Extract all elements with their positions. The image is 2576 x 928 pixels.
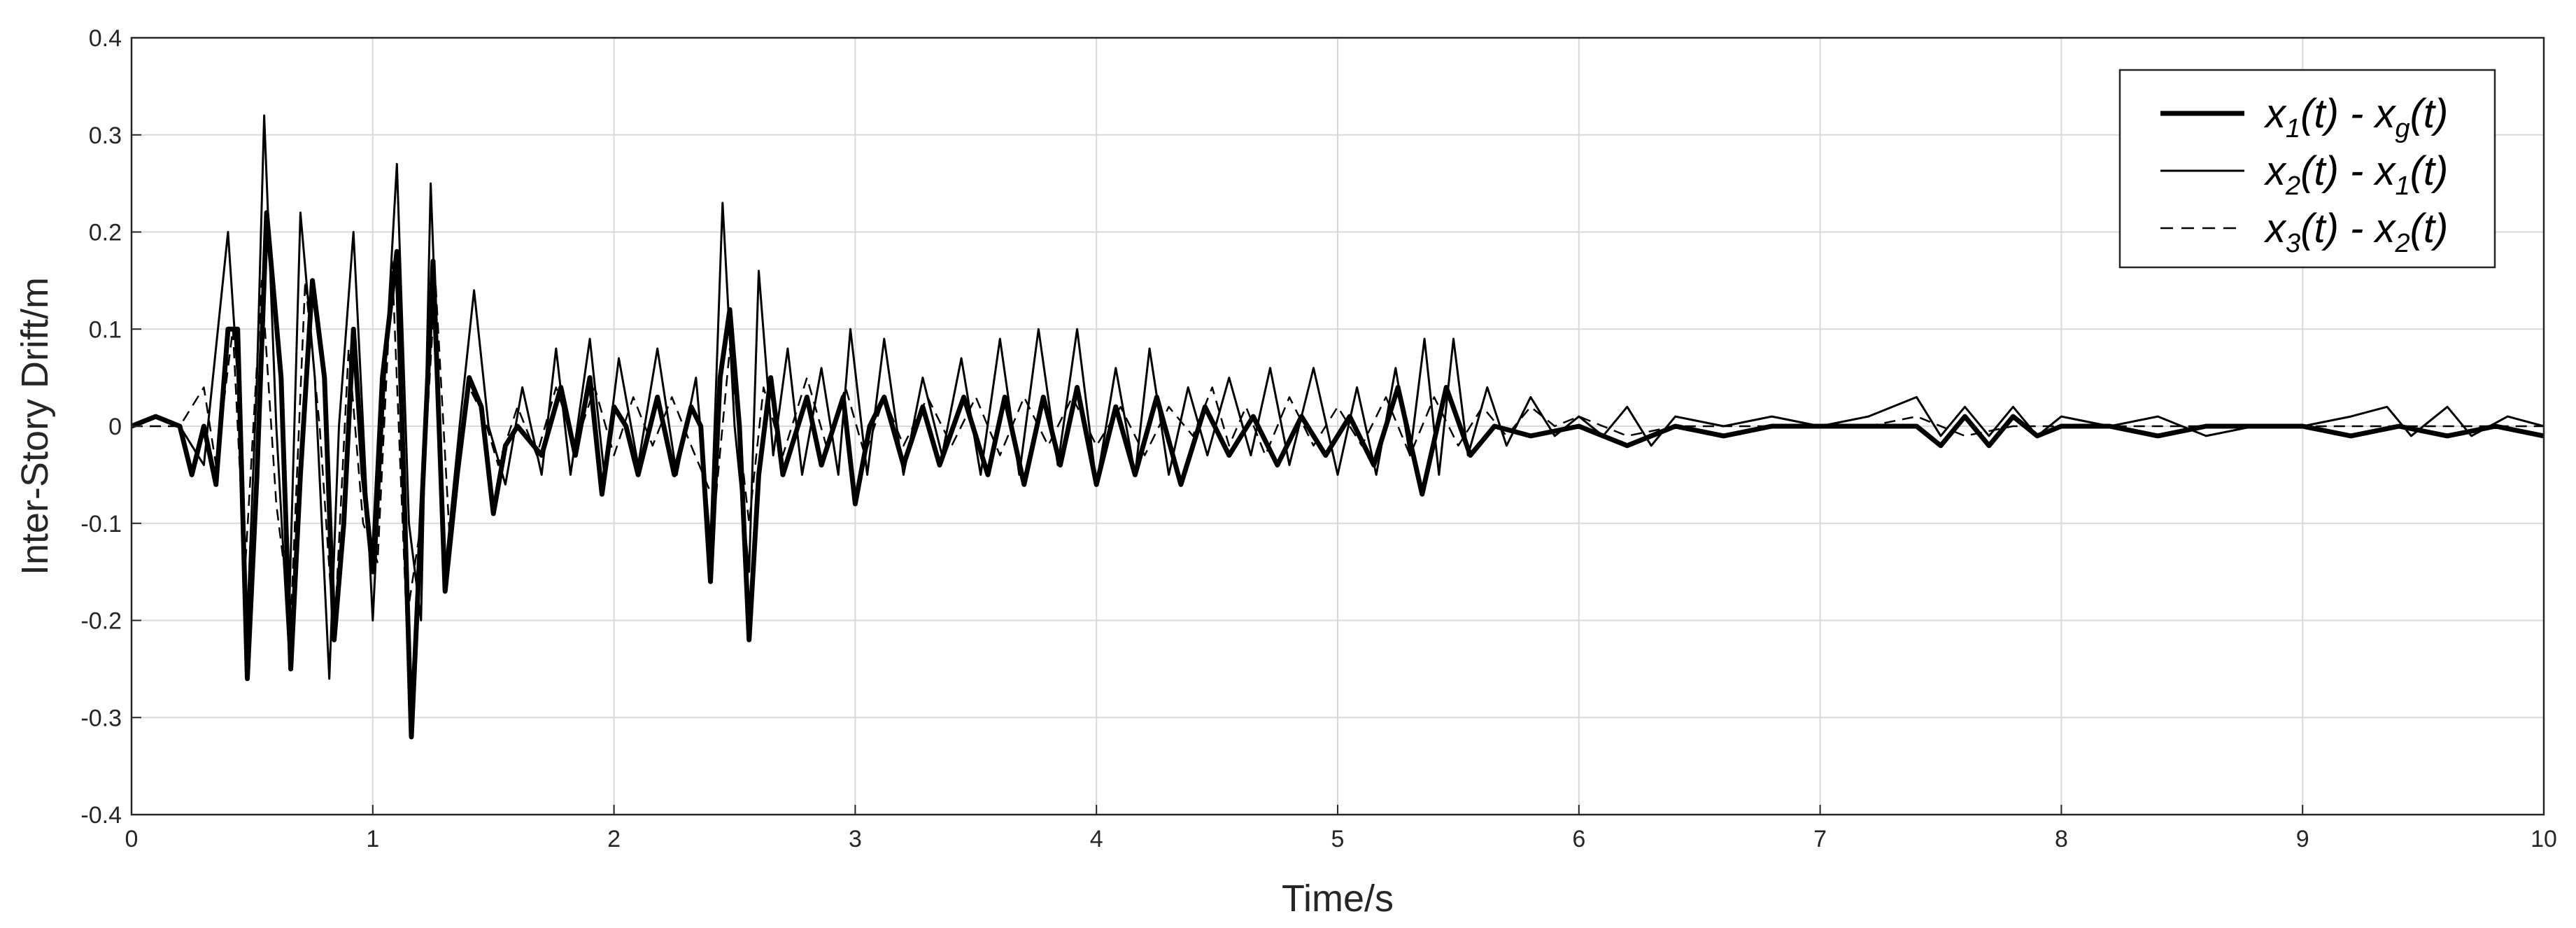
x-tick-label: 8: [2055, 826, 2068, 852]
y-axis-label: Inter-Story Drift/m: [14, 277, 56, 575]
y-tick-label: -0.4: [80, 802, 122, 829]
x-tick-label: 3: [849, 826, 862, 852]
series-line-2: [131, 114, 2545, 680]
y-tick-label: 0: [108, 414, 122, 440]
x-tick-label: 1: [366, 826, 379, 852]
x-tick-label: 6: [1572, 826, 1585, 852]
tick-labels: 0 1 2 3 4 5 6 7 8 9 10 0.4 0.3 0.2 0.1 0 -0.1 -0.2 -0.3 -0.…: [80, 25, 2557, 852]
legend-box: [2118, 69, 2496, 269]
legend-label-1: x1(t) - xg(t): [2263, 91, 2448, 143]
x-tick-label: 7: [1813, 826, 1827, 852]
series-line-3: [132, 260, 2544, 641]
y-tick-label: 0.3: [89, 122, 122, 149]
legend-label-3: x3(t) - x2(t): [2263, 206, 2448, 258]
x-tick-label: 10: [2531, 826, 2557, 852]
x-tick-label: 5: [1331, 826, 1345, 852]
y-tick-label: 0.1: [89, 316, 122, 343]
x-tick-label: 9: [2296, 826, 2309, 852]
x-tick-label: 2: [607, 826, 621, 852]
y-tick-label: 0.2: [89, 220, 122, 246]
y-tick-label: 0.4: [89, 25, 122, 52]
x-tick-label: 4: [1090, 826, 1103, 852]
legend-label-2: x2(t) - x1(t): [2263, 148, 2448, 201]
series-lines: [130, 114, 2545, 740]
y-tick-label: -0.1: [80, 511, 122, 537]
y-tick-label: -0.3: [80, 705, 122, 731]
y-tick-label: -0.2: [80, 608, 122, 635]
x-axis-label: Time/s: [1282, 878, 1394, 920]
legend: x1(t) - xg(t)x2(t) - x1(t)x3(t) - x2(t): [2118, 69, 2496, 269]
x-tick-label: 0: [125, 826, 139, 852]
